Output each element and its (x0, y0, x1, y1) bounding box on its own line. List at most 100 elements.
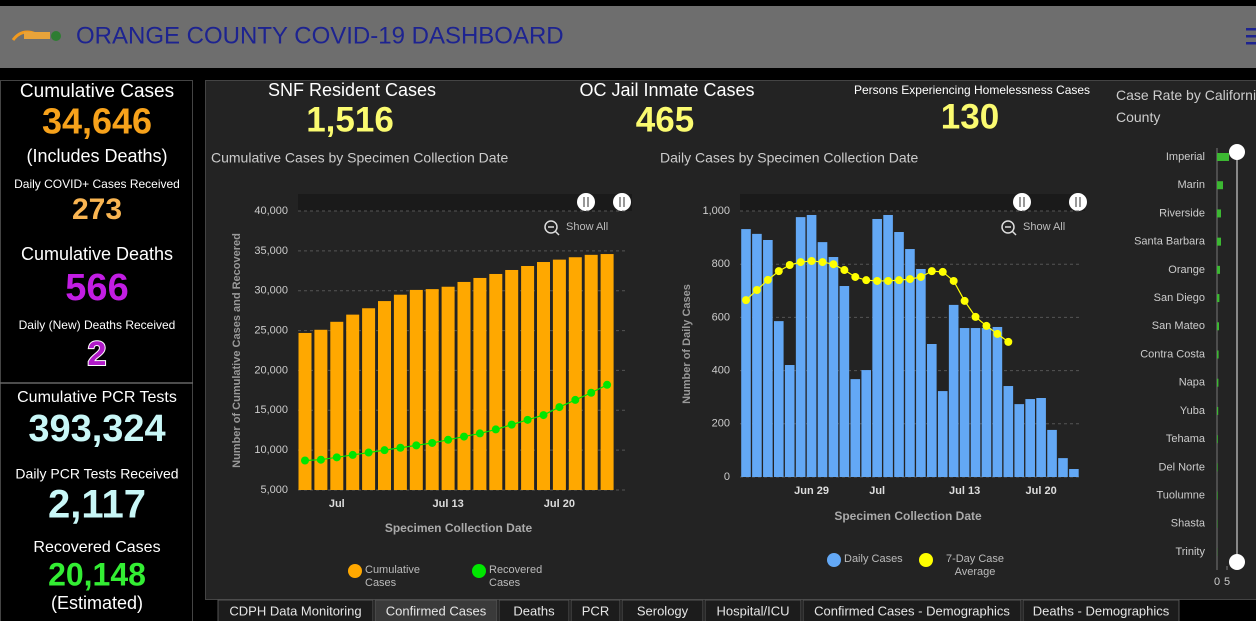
range-handle[interactable] (1013, 193, 1031, 211)
x-tick-label: Jul 20 (544, 498, 575, 510)
point (380, 446, 389, 455)
point (927, 267, 936, 276)
range-handle[interactable] (1069, 193, 1087, 211)
logo-word (24, 32, 50, 39)
tab[interactable] (1022, 599, 1180, 621)
header-title: ORANGE COUNTY COVID-19 DASHBOARD (76, 22, 564, 49)
tab[interactable] (621, 599, 704, 621)
bar (1014, 404, 1025, 477)
legend-swatch[interactable] (919, 553, 933, 567)
point (348, 450, 357, 459)
top-stat-value: 130 (941, 97, 999, 136)
x-tick-label: Jul 20 (1026, 485, 1057, 497)
legend-swatch[interactable] (348, 564, 362, 578)
bar (752, 233, 762, 477)
range-track (740, 194, 1085, 211)
point (895, 276, 904, 285)
tab[interactable] (217, 599, 374, 621)
tab-label[interactable]: Deaths - Demographics (1033, 603, 1170, 618)
y-tick-label: 35,000 (254, 245, 288, 257)
bar (1217, 378, 1219, 387)
tab[interactable] (570, 599, 621, 621)
bar (584, 254, 598, 490)
x-tick-label: 0 (1214, 576, 1220, 588)
bar (1003, 386, 1014, 477)
bar (806, 214, 817, 478)
bar (314, 329, 328, 490)
tab-label[interactable]: Deaths (513, 603, 555, 618)
bar (927, 344, 937, 477)
zoom-icon-minus (1005, 226, 1017, 236)
legend-label: Daily Cases (844, 553, 903, 565)
bar (894, 232, 904, 477)
bar (981, 328, 992, 477)
tab-label[interactable]: PCR (582, 603, 609, 618)
point (523, 415, 532, 424)
bar (489, 273, 503, 490)
y-axis-label: Number of Daily Cases (681, 284, 693, 404)
bar (1025, 399, 1035, 477)
bar (1217, 265, 1220, 274)
tab-label[interactable]: CDPH Data Monitoring (229, 603, 361, 618)
y-tick-label: 15,000 (254, 404, 288, 416)
bar (1217, 491, 1218, 500)
point (982, 321, 991, 330)
show-all[interactable]: Show All (1023, 221, 1065, 233)
point (785, 260, 794, 269)
show-all[interactable]: Show All (566, 221, 608, 233)
tab[interactable] (704, 599, 802, 621)
stat-value: 34,646 (42, 101, 152, 142)
menu-icon[interactable] (1246, 28, 1256, 45)
legend-label-box: Cumulative Cases (365, 564, 420, 589)
y-tick-label: 25,000 (254, 324, 288, 336)
bar (1217, 435, 1218, 444)
bar (330, 321, 344, 490)
point (938, 267, 947, 276)
range-handle[interactable] (577, 193, 595, 211)
point (905, 275, 914, 284)
stat-label: Cumulative PCR Tests (17, 389, 177, 406)
bar (828, 257, 839, 477)
point (796, 258, 805, 267)
point (884, 276, 893, 285)
bar (457, 281, 471, 490)
category-label: Tehama (1166, 433, 1206, 445)
tab-label[interactable]: Serology (637, 603, 689, 618)
menu-line[interactable] (1246, 35, 1256, 38)
point (818, 258, 827, 267)
category-label: Yuba (1180, 405, 1206, 417)
legend-swatch[interactable] (827, 553, 841, 567)
bar (1217, 322, 1219, 331)
header-bar (0, 6, 1256, 68)
tab[interactable] (802, 599, 1022, 621)
menu-line[interactable] (1246, 42, 1256, 45)
scroll-handle[interactable] (1229, 144, 1245, 160)
x-tick-label: Jul (869, 485, 885, 497)
point (428, 438, 437, 447)
tab[interactable] (374, 599, 498, 621)
tab-label[interactable]: Confirmed Cases - Demographics (814, 603, 1010, 618)
menu-line[interactable] (1246, 28, 1256, 31)
bar (817, 242, 828, 477)
range-handle[interactable] (613, 193, 631, 211)
tab-label[interactable]: Hospital/ICU (717, 603, 790, 618)
stat-value: 273 (72, 193, 122, 226)
stat-note: (Includes Deaths) (26, 146, 167, 166)
category-label: San Mateo (1152, 320, 1205, 332)
bar (568, 257, 582, 490)
category-label: Del Norte (1159, 461, 1205, 473)
tab[interactable] (498, 599, 570, 621)
bar (1058, 458, 1068, 477)
scroll-handle[interactable] (1229, 554, 1245, 570)
point (332, 453, 341, 462)
chart-title-box: Case Rate by California County (1116, 87, 1256, 125)
zoom-icon-minus (548, 226, 560, 236)
stat-value: 2,117 (48, 483, 146, 527)
tab-label[interactable]: Confirmed Cases (386, 603, 487, 618)
category-label: Tuolumne (1156, 489, 1205, 501)
y-tick-label: 40,000 (254, 205, 288, 217)
stat-value: 20,148 (48, 556, 146, 592)
stat-label: Daily PCR Tests Received (15, 466, 178, 482)
legend-swatch[interactable] (472, 564, 486, 578)
